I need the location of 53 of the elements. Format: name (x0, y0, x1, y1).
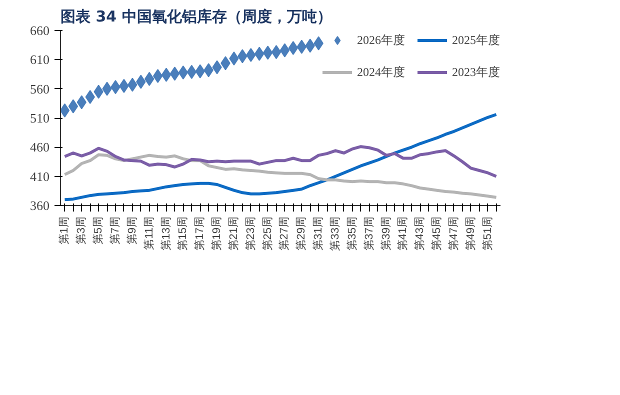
x-tick-label: 第43周 (414, 216, 426, 251)
point (178, 66, 188, 80)
x-tick-label: 第3周 (76, 216, 88, 245)
point (246, 48, 256, 62)
point (68, 99, 78, 114)
x-tick-label: 第41周 (397, 216, 410, 251)
x-tick-label: 第39周 (380, 216, 392, 251)
x-tick-label: 第19周 (211, 216, 224, 251)
x-tick-label: 第47周 (448, 216, 460, 251)
legend-label: 2024年度 (357, 64, 405, 80)
point (262, 46, 273, 60)
x-tick-label: 第13周 (160, 216, 172, 251)
x-tick-label: 第17周 (194, 216, 206, 251)
x-tick-label: 第9周 (126, 216, 138, 245)
x-tick-label: 第11周 (143, 216, 156, 250)
y-tick-label: 510 (30, 110, 50, 126)
x-tick-label: 第23周 (244, 216, 257, 251)
point (161, 68, 172, 82)
x-tick-label: 第7周 (110, 216, 122, 245)
x-tick-label: 第1周 (58, 216, 71, 245)
x-tick-label: 第29周 (296, 216, 308, 251)
line-series (63, 113, 498, 202)
x-tick-label: 第15周 (177, 216, 190, 251)
legend-label: 2025年度 (452, 32, 500, 48)
x-tick-label: 第25周 (262, 216, 274, 251)
point (229, 52, 239, 66)
legend-label: 2026年度 (357, 32, 405, 48)
line-series (63, 153, 498, 199)
y-tick-label: 660 (30, 23, 50, 38)
x-tick-label: 第51周 (482, 216, 494, 251)
x-tick-label: 第37周 (363, 216, 376, 251)
x-tick-label: 第35周 (346, 216, 358, 251)
point (85, 90, 95, 104)
x-tick-label: 第31周 (312, 216, 325, 251)
y-tick-label: 410 (30, 168, 50, 184)
line-series (63, 145, 498, 178)
x-tick-label: 第45周 (431, 216, 444, 251)
x-tick-label: 第21周 (228, 216, 240, 251)
y-tick-label: 610 (30, 52, 50, 68)
y-tick-label: 560 (30, 81, 50, 96)
x-tick-label: 第5周 (92, 216, 105, 245)
x-tick-label: 第33周 (330, 216, 342, 251)
point (288, 41, 298, 55)
x-tick-label: 第49周 (464, 216, 477, 251)
point (170, 66, 180, 81)
point (152, 69, 163, 83)
point (280, 43, 290, 58)
legend-label: 2023年度 (452, 64, 500, 80)
chart-title: 图表 34 中国氧化铝库存（周度，万吨） (60, 8, 332, 26)
y-tick-label: 360 (30, 198, 50, 213)
y-tick-label: 460 (30, 140, 50, 155)
x-tick-label: 第27周 (278, 216, 291, 251)
point (271, 45, 282, 60)
